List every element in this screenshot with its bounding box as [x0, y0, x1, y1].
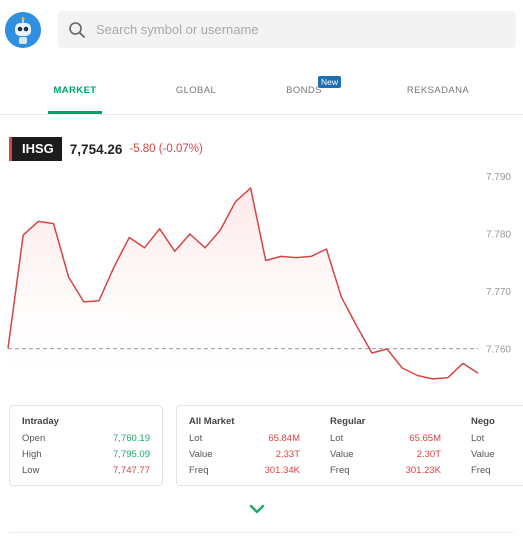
index-value: 7,754.26: [69, 141, 123, 157]
new-badge: New: [318, 76, 342, 88]
chevron-down-icon: [249, 504, 265, 514]
divider: [9, 532, 514, 533]
search-icon: [69, 22, 85, 38]
market-tabs: MARKET GLOBAL BONDS REKSADANA: [0, 68, 523, 115]
regular-freq-value: 301.23K: [405, 465, 441, 476]
all-market-lot-value: 65.84M: [268, 433, 300, 444]
robot-avatar-icon[interactable]: [5, 12, 41, 48]
regular-value-value: 2.30T: [416, 449, 441, 460]
y-tick-label: 7.770: [486, 287, 511, 298]
y-tick-label: 7.780: [486, 230, 511, 241]
nego-value-label: Value: [471, 449, 495, 460]
y-tick-label: 7.760: [486, 345, 511, 356]
regular-freq-label: Freq: [330, 465, 350, 476]
all-market-value-label: Value: [189, 449, 213, 460]
index-chart[interactable]: 7.790 7.780 7.770 7.760: [0, 165, 523, 395]
nego-lot-label: Lot: [471, 433, 485, 444]
index-change: -5.80 (-0.07%): [129, 143, 203, 155]
tab-market[interactable]: MARKET: [48, 68, 102, 114]
search-input[interactable]: [96, 11, 506, 48]
intraday-open-label: Open: [22, 433, 46, 444]
all-market-value-value: 2.33T: [275, 449, 300, 460]
intraday-title: Intraday: [22, 416, 59, 427]
intraday-card: Intraday Open 7,760.19 High 7,795.09 Low…: [9, 405, 163, 486]
tab-global[interactable]: GLOBAL: [175, 85, 217, 96]
top-bar: [0, 0, 523, 60]
nego-title: Nego: [471, 416, 495, 427]
regular-title: Regular: [330, 416, 366, 427]
all-market-lot-label: Lot: [189, 433, 203, 444]
intraday-open-value: 7,760.19: [113, 433, 150, 444]
tab-bonds[interactable]: BONDS: [286, 85, 322, 96]
index-header: IHSG 7,754.26 -5.80 (-0.07%): [9, 137, 203, 161]
all-market-freq-value: 301.34K: [264, 465, 300, 476]
all-market-title: All Market: [189, 416, 235, 427]
regular-lot-label: Lot: [330, 433, 344, 444]
intraday-low-value: 7,747.77: [113, 465, 150, 476]
all-market-freq-label: Freq: [189, 465, 209, 476]
nego-freq-label: Freq: [471, 465, 491, 476]
market-stats-card: All Market Lot 65.84M Value 2.33T Freq 3…: [176, 405, 523, 486]
intraday-high-label: High: [22, 449, 42, 460]
expand-button[interactable]: [246, 500, 268, 520]
regular-value-label: Value: [330, 449, 354, 460]
chart-svg: 7.790 7.780 7.770 7.760: [7, 172, 511, 393]
regular-lot-value: 65.65M: [409, 433, 441, 444]
index-code[interactable]: IHSG: [9, 137, 62, 161]
chart-area-fill: [8, 188, 478, 393]
y-tick-label: 7.790: [486, 172, 511, 183]
intraday-low-label: Low: [22, 465, 40, 476]
price-line: [7, 187, 479, 380]
intraday-high-value: 7,795.09: [113, 449, 150, 460]
search-box[interactable]: [58, 11, 516, 48]
tab-reksadana[interactable]: REKSADANA: [406, 85, 470, 96]
